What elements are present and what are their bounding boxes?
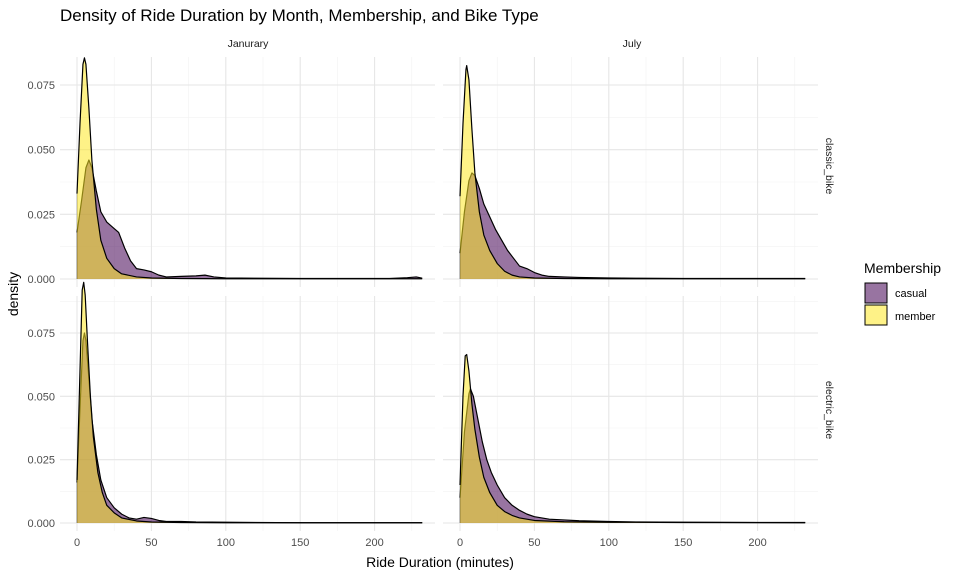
- y-tick-label: 0.025: [27, 209, 55, 221]
- x-tick-label: 200: [748, 537, 766, 549]
- legend-key-member: [864, 304, 888, 326]
- density-line-member: [459, 353, 806, 524]
- density-area-member: [77, 282, 423, 523]
- y-tick-label: 0.000: [27, 274, 55, 286]
- x-tick-label: 50: [528, 537, 540, 549]
- x-tick-label: 150: [291, 537, 309, 549]
- density-area-casual: [460, 172, 806, 279]
- panel-july-classic-bike: [443, 57, 818, 287]
- density-area-member: [77, 57, 423, 280]
- x-axis-title: Ride Duration (minutes): [366, 554, 514, 570]
- chart-title: Density of Ride Duration by Month, Membe…: [60, 6, 539, 25]
- density-line-casual: [459, 388, 806, 524]
- x-tick-label: 200: [365, 537, 383, 549]
- y-tick-label: 0.000: [27, 518, 55, 530]
- column-strip-label-1: Janurary: [228, 38, 270, 50]
- density-line-member: [76, 281, 423, 524]
- density-area-casual: [460, 388, 806, 523]
- density-line-member: [459, 65, 806, 280]
- x-tick-label: 100: [600, 537, 618, 549]
- x-tick-label: 50: [145, 537, 157, 549]
- y-axis-title: density: [5, 272, 21, 316]
- density-area-casual: [77, 160, 423, 279]
- legend-label-casual: casual: [895, 288, 927, 300]
- column-strip-label-2: July: [623, 38, 642, 50]
- panel-july-electric-bike: [443, 296, 818, 531]
- x-tick-label: 0: [74, 537, 80, 549]
- legend-key-casual: [864, 282, 888, 304]
- density-line-member: [76, 57, 423, 280]
- y-tick-label: 0.075: [27, 328, 55, 340]
- x-tick-label: 150: [674, 537, 692, 549]
- legend-label-member: member: [895, 311, 936, 323]
- panel-janurary-classic-bike: [60, 57, 435, 287]
- legend-title: Membership: [864, 260, 941, 276]
- row-strip-label-1: classic_bike: [823, 138, 835, 195]
- y-tick-label: 0.050: [27, 145, 55, 157]
- density-area-member: [460, 65, 806, 279]
- density-area-member: [460, 354, 806, 523]
- x-tick-label: 100: [217, 537, 235, 549]
- y-tick-label: 0.075: [27, 80, 55, 92]
- x-tick-label: 0: [457, 537, 463, 549]
- panel-janurary-electric-bike: [60, 281, 435, 531]
- row-strip-label-2: electric_bike: [823, 381, 835, 440]
- legend: Membership casual member: [864, 260, 941, 326]
- y-tick-label: 0.050: [27, 391, 55, 403]
- y-tick-label: 0.025: [27, 455, 55, 467]
